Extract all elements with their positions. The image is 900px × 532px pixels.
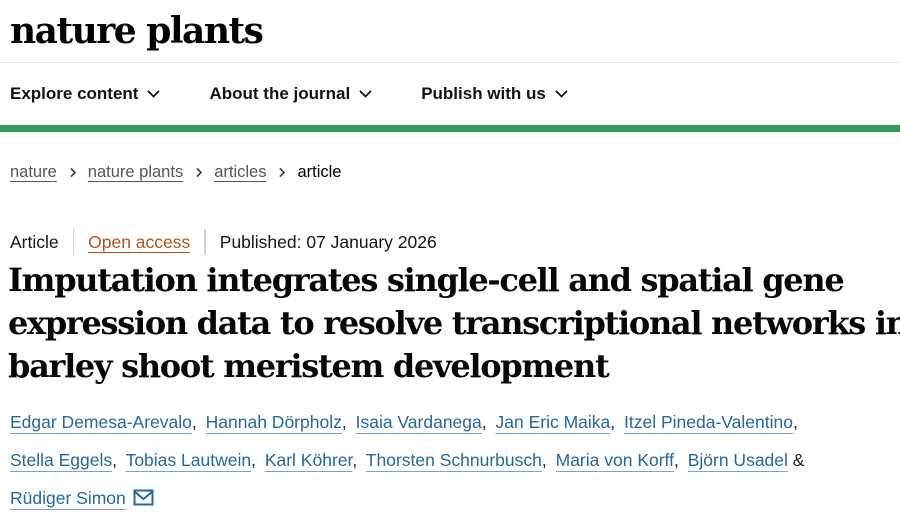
author-link[interactable]: Maria von Korff xyxy=(555,450,674,470)
breadcrumb-current: article xyxy=(297,163,342,181)
chevron-right-icon xyxy=(192,167,203,177)
published-date: Published: 07 January 2026 xyxy=(219,232,437,252)
nav-label: Explore content xyxy=(10,84,139,103)
author-separator: , xyxy=(481,412,487,432)
chevron-right-icon xyxy=(66,167,77,177)
author-link[interactable]: Björn Usadel xyxy=(687,450,788,470)
nav-label: Publish with us xyxy=(421,84,546,103)
breadcrumb-link-nature[interactable]: nature xyxy=(10,163,57,181)
author-list-line: Rüdiger Simon xyxy=(10,479,890,517)
author-list-line: Stella Eggels, Tobias Lautwein, Karl Köh… xyxy=(10,441,890,479)
author-separator: , xyxy=(251,450,256,470)
chevron-down-icon xyxy=(147,85,161,98)
author-separator: , xyxy=(191,412,197,432)
author-list-line: Edgar Demesa-Arevalo, Hannah Dörpholz, I… xyxy=(10,403,890,441)
title-line: expression data to resolve transcription… xyxy=(8,304,900,342)
chevron-down-icon xyxy=(554,85,568,98)
author-link[interactable]: Jan Eric Maika xyxy=(495,412,611,432)
article-title: Imputation integrates single-cell and sp… xyxy=(0,259,900,388)
author-separator: , xyxy=(610,412,616,432)
accent-green-bar xyxy=(0,125,900,132)
masthead-divider xyxy=(0,62,900,63)
author-link[interactable]: Stella Eggels xyxy=(10,450,113,470)
title-line: Imputation integrates single-cell and sp… xyxy=(8,261,845,299)
author-list: Edgar Demesa-Arevalo, Hannah Dörpholz, I… xyxy=(0,403,900,517)
breadcrumb-link-nature-plants[interactable]: nature plants xyxy=(87,163,184,181)
author-separator: , xyxy=(352,450,358,470)
journal-logo[interactable]: nature plants xyxy=(10,10,264,52)
envelope-icon[interactable] xyxy=(133,489,154,506)
author-separator: , xyxy=(341,412,347,432)
journal-nav: Explore content About the journal Publis… xyxy=(0,63,900,125)
open-access-link[interactable]: Open access xyxy=(88,232,191,252)
masthead: nature plants xyxy=(0,0,900,53)
author-separator: , xyxy=(541,450,547,470)
author-link-corresponding[interactable]: Rüdiger Simon xyxy=(10,488,126,508)
breadcrumb: nature nature plants articles article xyxy=(0,132,900,183)
meta-divider xyxy=(204,229,206,255)
breadcrumb-link-articles[interactable]: articles xyxy=(214,163,267,181)
chevron-down-icon xyxy=(359,85,373,98)
author-link[interactable]: Itzel Pineda-Valentino xyxy=(624,412,793,432)
title-line: barley shoot meristem development xyxy=(8,347,610,385)
nav-explore-content[interactable]: Explore content xyxy=(10,84,161,104)
chevron-right-icon xyxy=(276,167,286,177)
author-separator: , xyxy=(792,412,798,432)
author-link[interactable]: Isaia Vardanega xyxy=(355,412,482,432)
meta-divider xyxy=(72,229,75,255)
author-separator: , xyxy=(673,450,679,470)
author-link[interactable]: Karl Köhrer xyxy=(264,450,353,470)
author-link[interactable]: Thorsten Schnurbusch xyxy=(365,450,542,470)
nav-publish-with-us[interactable]: Publish with us xyxy=(421,84,568,104)
nav-about-the-journal[interactable]: About the journal xyxy=(209,84,373,104)
nav-label: About the journal xyxy=(209,84,351,103)
author-link[interactable]: Edgar Demesa-Arevalo xyxy=(10,412,192,432)
author-link[interactable]: Hannah Dörpholz xyxy=(205,412,342,432)
author-link[interactable]: Tobias Lautwein xyxy=(125,450,252,470)
article-type-label: Article xyxy=(10,232,59,252)
author-separator: , xyxy=(112,450,118,470)
article-meta: Article Open access Published: 07 Januar… xyxy=(0,229,900,255)
ampersand: & xyxy=(792,450,805,470)
